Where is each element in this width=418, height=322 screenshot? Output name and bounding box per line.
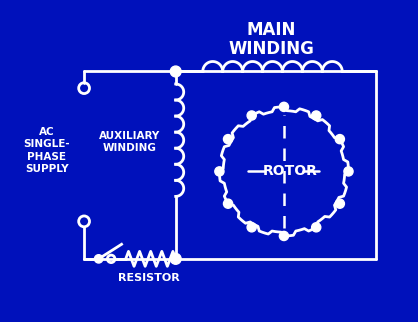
Text: WINDING: WINDING — [229, 40, 314, 58]
Text: AUXILIARY
WINDING: AUXILIARY WINDING — [99, 131, 161, 154]
Circle shape — [344, 167, 353, 176]
Circle shape — [247, 223, 256, 232]
Circle shape — [247, 111, 256, 120]
Text: ROTOR: ROTOR — [263, 165, 318, 178]
Circle shape — [335, 135, 344, 144]
Text: AC
SINGLE-
PHASE
SUPPLY: AC SINGLE- PHASE SUPPLY — [23, 127, 70, 174]
Circle shape — [94, 255, 103, 263]
Circle shape — [279, 232, 288, 241]
Circle shape — [170, 253, 181, 264]
Circle shape — [215, 167, 224, 176]
Circle shape — [224, 135, 233, 144]
Circle shape — [170, 66, 181, 77]
Text: MAIN: MAIN — [247, 21, 296, 39]
Circle shape — [279, 102, 288, 111]
Circle shape — [312, 223, 321, 232]
Circle shape — [224, 199, 233, 208]
Text: RESISTOR: RESISTOR — [118, 273, 179, 283]
Circle shape — [312, 111, 321, 120]
Circle shape — [335, 199, 344, 208]
